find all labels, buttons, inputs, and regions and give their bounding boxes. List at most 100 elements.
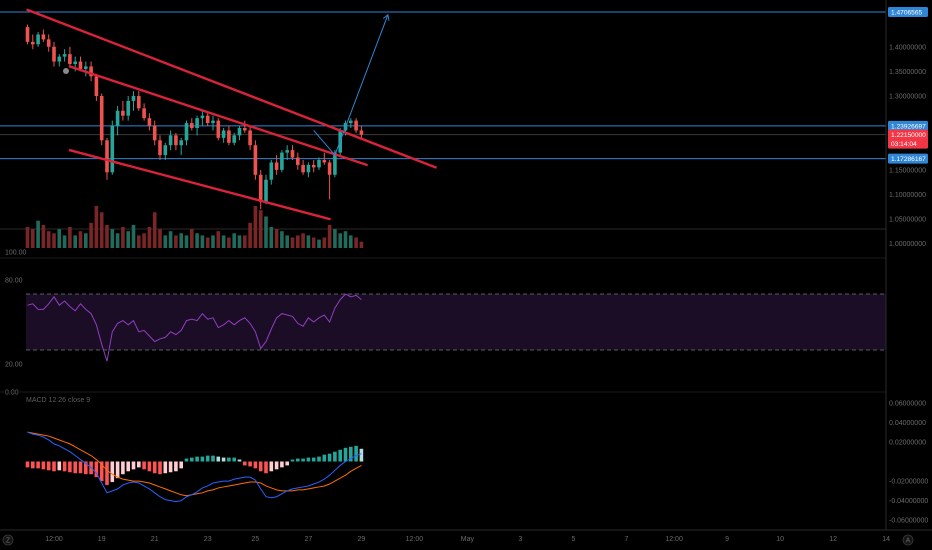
macd-histogram-bar: [306, 457, 311, 462]
candle-body: [168, 135, 173, 146]
macd-histogram-bar: [354, 445, 358, 462]
candle-body: [237, 128, 242, 136]
volume-bar: [190, 229, 194, 248]
rsi-pane[interactable]: 100.00 80.00 20.00 0.00: [0, 250, 886, 397]
volume-bar: [333, 229, 337, 248]
time-tick-label: 23: [204, 536, 212, 543]
candle-body: [306, 164, 311, 173]
candle-body: [243, 128, 247, 131]
candle-body: [269, 162, 274, 180]
macd-histogram-bar: [68, 461, 72, 473]
time-tick-label: 29: [358, 536, 366, 543]
projection-path[interactable]: [313, 13, 390, 157]
macd-histogram-bar: [131, 461, 136, 470]
candle-body: [137, 96, 141, 109]
candle-body: [41, 34, 46, 40]
rsi-tick-label: 80.00: [5, 278, 23, 285]
macd-pane[interactable]: MACD 12 26 close 9: [0, 391, 886, 503]
candle-body: [253, 145, 258, 175]
candle-body: [349, 120, 353, 124]
volume-bar: [137, 235, 141, 248]
macd-histogram-bar: [184, 458, 189, 462]
volume-bar: [243, 235, 247, 248]
volume-bar: [121, 227, 125, 248]
candle-body: [158, 140, 162, 156]
price-tick-label: 1.30000000: [889, 94, 926, 101]
macd-histogram-bar: [168, 461, 173, 473]
macd-histogram-bar: [78, 461, 83, 474]
time-tick-label: May: [461, 536, 475, 543]
time-tick-label: 7: [624, 536, 628, 543]
time-tick-label: 19: [98, 536, 106, 543]
macd-histogram-bar: [285, 461, 289, 466]
price-tick-label: 1.00000000: [889, 241, 926, 248]
candle-body: [248, 130, 252, 146]
volume-bar: [46, 231, 51, 248]
left-corner-label: Z: [6, 538, 11, 545]
volume-bar: [110, 229, 115, 248]
candle-body: [264, 179, 268, 202]
volume-bar: [317, 239, 321, 248]
time-axis[interactable]: 12:00 19 21 23 25 27 29 12:00 May 3 5 7 12:00 9 10 12 14…: [0, 529, 932, 546]
macd-histogram-bar: [105, 461, 109, 485]
volume-bar: [99, 212, 104, 248]
volume-bar: [184, 235, 189, 248]
volume-bar: [280, 231, 284, 248]
volume-bar: [211, 235, 215, 248]
volume-bar: [195, 233, 199, 248]
volume-bar: [253, 206, 258, 248]
price-tick-label: 1.35000000: [889, 69, 926, 76]
macd-histogram-bar: [343, 447, 348, 462]
level-price-badge: [888, 153, 928, 164]
time-tick-label: 3: [518, 536, 522, 543]
macd-histogram-bar: [99, 461, 104, 482]
channel-line: [68, 65, 368, 167]
volume-bar: [152, 212, 157, 248]
volume-bar: [57, 229, 62, 248]
candle-body: [115, 110, 120, 126]
candle-body: [354, 120, 358, 131]
candle-body: [359, 130, 364, 135]
price-axis[interactable]: 1.40000000 1.35000000 1.30000000 1.15000000…: [885, 0, 928, 530]
candle-body: [216, 120, 221, 138]
price-pane[interactable]: [0, 0, 886, 256]
candle-body: [174, 135, 178, 146]
volume-bar: [131, 224, 136, 248]
candle-body: [131, 96, 136, 101]
volume-bar: [41, 224, 46, 248]
channel-line: [26, 8, 437, 169]
macd-histogram-bar: [73, 461, 77, 474]
candle-body: [327, 162, 332, 175]
candle-body: [232, 135, 236, 143]
right-corner-button[interactable]: [902, 534, 914, 546]
level-price-badge-label: 1.23926697: [891, 123, 926, 130]
channel-lines[interactable]: [26, 8, 437, 221]
time-tick-label: 5: [571, 536, 575, 543]
volume-bar: [248, 222, 252, 248]
macd-histogram-bar: [301, 458, 305, 462]
left-corner-button[interactable]: [2, 534, 14, 546]
level-price-badge-label: 1.17286167: [891, 156, 926, 163]
time-tick-label: 12:00: [45, 536, 63, 543]
level-price-badge: [888, 6, 928, 17]
volume-bar: [168, 231, 173, 248]
macd-histogram-bar: [317, 456, 321, 462]
time-ticks: 12:00 19 21 23 25 27 29 12:00 May 3 5 7 12:00 9 10 12 14…: [45, 536, 890, 543]
macd-histogram-bar: [25, 461, 30, 468]
candle-body: [200, 115, 205, 119]
macd-histogram-bar: [46, 461, 51, 471]
macd-line: [27, 431, 362, 503]
candle-body: [163, 145, 168, 156]
rsi-line: [27, 293, 362, 362]
macd-histogram-bar: [84, 461, 88, 475]
macd-tick-label: -0.04000000: [889, 498, 928, 505]
candle-body: [221, 130, 226, 138]
volume-bar: [205, 237, 210, 248]
macd-histogram-bar: [290, 459, 295, 462]
macd-legend: MACD 12 26 close 9: [26, 397, 90, 404]
volume-bar: [301, 233, 305, 248]
macd-histogram-bar: [221, 457, 226, 462]
level-lines[interactable]: [0, 11, 886, 160]
current-price-badge: [888, 129, 928, 149]
